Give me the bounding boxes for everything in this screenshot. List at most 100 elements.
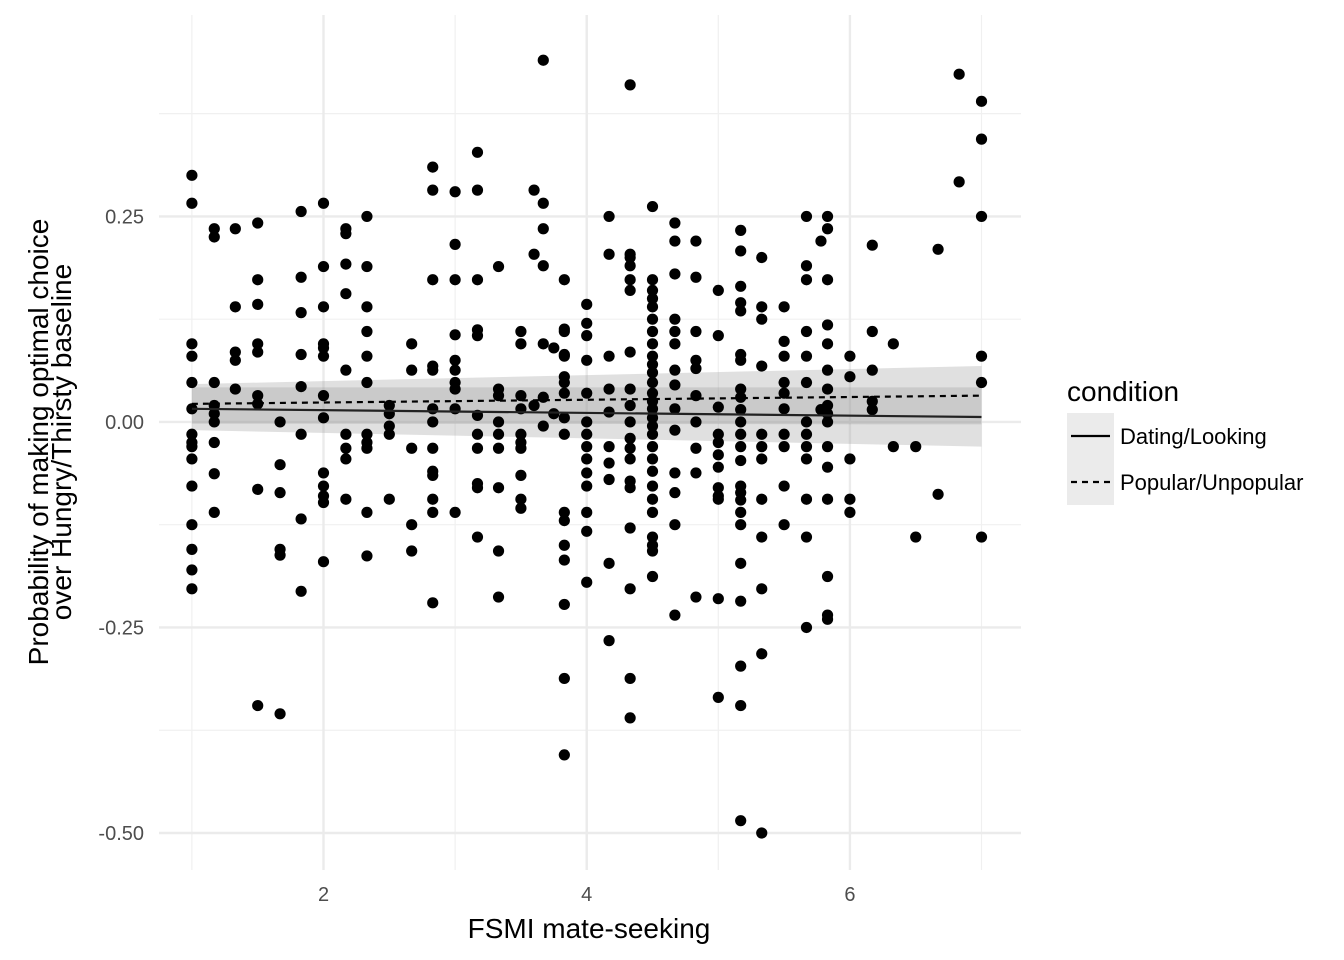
data-point — [317, 496, 330, 509]
data-point — [492, 482, 505, 494]
data-point — [252, 338, 264, 350]
data-point — [756, 428, 768, 440]
data-point — [208, 408, 220, 420]
data-point — [471, 531, 484, 543]
data-point — [624, 284, 636, 297]
data-point — [646, 412, 659, 424]
data-point — [646, 387, 659, 399]
data-point — [669, 403, 681, 415]
data-point — [186, 480, 198, 492]
data-point — [186, 169, 198, 181]
data-point — [427, 506, 439, 518]
data-point — [581, 453, 593, 465]
data-point — [186, 583, 198, 595]
data-point — [208, 416, 220, 428]
data-point — [471, 274, 484, 286]
data-point — [975, 350, 988, 362]
data-point — [800, 260, 813, 272]
data-point — [603, 441, 615, 453]
data-point — [317, 197, 330, 209]
data-point — [558, 274, 570, 286]
y-tick-label: 0.25 — [105, 206, 144, 228]
data-point — [669, 313, 681, 325]
data-point — [449, 506, 461, 518]
data-point — [317, 350, 330, 362]
data-point — [821, 364, 834, 376]
data-point — [735, 383, 747, 395]
data-point — [295, 513, 307, 525]
data-point — [186, 197, 198, 209]
data-point — [295, 348, 307, 361]
data-point — [866, 404, 878, 416]
data-point — [932, 488, 944, 500]
data-point — [815, 235, 827, 247]
data-point — [537, 197, 549, 209]
legend-label: Dating/Looking — [1120, 424, 1267, 449]
data-point — [646, 367, 659, 379]
data-point — [186, 543, 198, 555]
data-point — [844, 453, 856, 465]
data-point — [932, 243, 944, 255]
data-point — [603, 635, 615, 647]
data-point — [471, 482, 484, 494]
data-point — [669, 338, 681, 350]
y-axis-title-line-2: over Hungry/Thirsty baseline — [46, 264, 77, 620]
data-point — [317, 556, 330, 568]
data-point — [646, 376, 659, 389]
data-point — [558, 412, 570, 424]
data-point — [624, 79, 636, 91]
data-point — [735, 441, 747, 453]
data-point — [669, 364, 681, 376]
data-point — [646, 420, 659, 432]
x-axis-ticks: 2 4 6 — [318, 884, 856, 906]
data-point — [186, 564, 198, 576]
x-tick-label: 6 — [844, 884, 855, 906]
data-point — [406, 442, 418, 454]
data-point — [406, 519, 418, 531]
data-point — [340, 364, 352, 376]
data-point — [690, 467, 702, 479]
data-point — [735, 224, 747, 236]
data-point — [756, 648, 768, 660]
data-point — [821, 383, 834, 395]
y-tick-label: -0.50 — [98, 823, 144, 845]
data-point — [515, 502, 527, 514]
data-point — [690, 235, 702, 247]
data-point — [735, 416, 747, 428]
data-point — [252, 483, 264, 495]
data-point — [581, 576, 593, 588]
data-point — [581, 480, 593, 492]
data-point — [558, 515, 570, 527]
data-point — [910, 531, 922, 543]
data-point — [646, 428, 659, 440]
data-point — [646, 350, 659, 362]
data-point — [603, 383, 615, 395]
data-point — [624, 482, 636, 494]
data-point — [646, 480, 659, 492]
data-point — [274, 549, 286, 561]
data-point — [186, 428, 198, 440]
data-point — [581, 354, 593, 366]
y-tick-label: 0.00 — [105, 412, 144, 434]
data-point — [800, 210, 813, 223]
data-point — [800, 493, 813, 505]
data-point — [471, 330, 484, 342]
data-point — [690, 416, 702, 428]
data-point — [800, 325, 813, 338]
data-point — [295, 380, 307, 393]
data-point — [624, 251, 636, 264]
data-point — [252, 346, 264, 358]
data-point — [735, 391, 747, 403]
data-point — [492, 428, 505, 440]
data-point — [581, 525, 593, 537]
data-point — [603, 473, 615, 486]
data-point — [471, 146, 484, 158]
data-point — [624, 399, 636, 412]
data-point — [515, 390, 527, 402]
data-point — [624, 346, 636, 358]
data-point — [669, 217, 681, 229]
data-point — [735, 404, 747, 416]
data-point — [295, 271, 307, 283]
data-point — [515, 325, 527, 338]
data-point — [712, 461, 724, 473]
